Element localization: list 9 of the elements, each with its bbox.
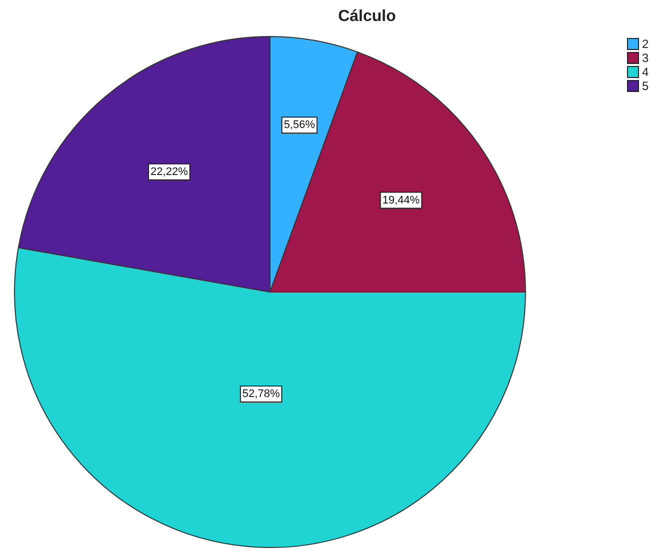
legend-label: 2 — [642, 37, 649, 51]
legend-label: 5 — [642, 79, 649, 93]
data-label: 22,22% — [150, 166, 188, 178]
legend-label: 3 — [642, 51, 649, 65]
chart-title: Cálculo — [337, 8, 397, 26]
data-label: 19,44% — [382, 194, 420, 206]
data-label: 5,56% — [284, 119, 316, 132]
legend-label: 4 — [642, 65, 649, 79]
data-label: 52,78% — [242, 388, 280, 400]
